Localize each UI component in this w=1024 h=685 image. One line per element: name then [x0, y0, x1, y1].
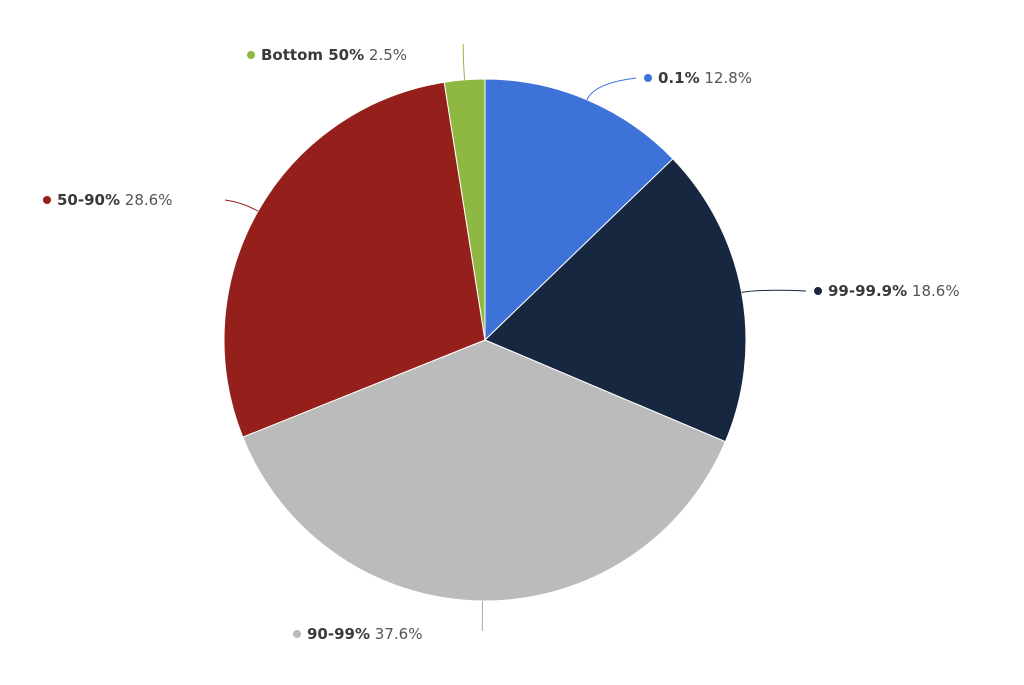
value-label: 28.6%	[125, 191, 173, 209]
legend-dot	[247, 51, 255, 59]
value-label: 2.5%	[369, 46, 407, 64]
category-name: 0.1%	[658, 69, 700, 87]
data-label: 99-99.9% 18.6%	[828, 282, 960, 300]
value-label: 37.6%	[375, 625, 423, 643]
pie-slice	[484, 158, 747, 443]
data-label: 90-99% 37.6%	[307, 625, 422, 643]
data-label: 0.1% 12.8%	[658, 69, 752, 87]
category-name: 50-90%	[57, 191, 120, 209]
leader-line	[586, 77, 637, 100]
legend-dot	[293, 630, 301, 638]
category-name: 90-99%	[307, 625, 370, 643]
legend-dot	[644, 74, 652, 82]
pie-slice	[223, 81, 486, 438]
leader-line	[741, 289, 807, 293]
category-name: Bottom 50%	[261, 46, 364, 64]
value-label: 12.8%	[704, 69, 752, 87]
value-label: 18.6%	[912, 282, 960, 300]
category-name: 99-99.9%	[828, 282, 907, 300]
leader-line	[224, 199, 259, 212]
legend-dot	[43, 196, 51, 204]
legend-dot	[814, 287, 822, 295]
data-label: Bottom 50% 2.5%	[261, 46, 407, 64]
leader-line	[462, 43, 466, 80]
data-label: 50-90% 28.6%	[57, 191, 172, 209]
pie-slice	[242, 339, 727, 602]
